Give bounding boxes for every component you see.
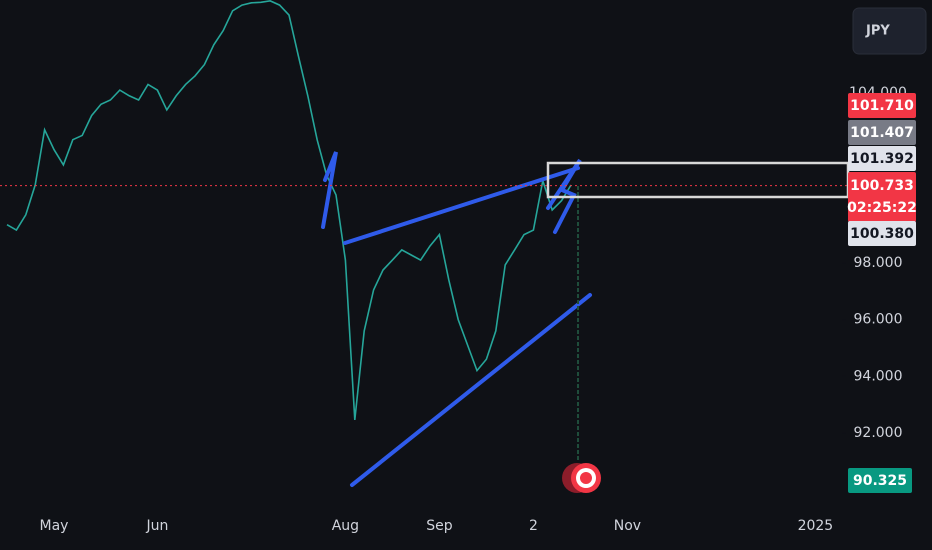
x-tick-label: Nov [614,518,641,534]
y-tick-label: 94.000 [854,368,903,384]
x-tick-label: May [40,518,69,534]
price-line-series [6,0,572,420]
flag [546,158,582,234]
plot [6,0,572,420]
currency-button[interactable] [852,7,927,55]
y-tick-label: 92.000 [854,425,903,441]
badge: 100.380 [850,226,914,242]
target-icon [562,463,601,493]
badge: 101.392 [850,151,914,167]
badge: 02:25:22 [847,200,917,216]
flag [321,151,338,229]
price-badges: 101.710 101.407 101.392 100.733 02:25:22… [847,93,917,493]
y-tick-label: 98.000 [854,255,903,271]
trendlines [321,151,592,487]
x-tick-label: Jun [145,518,168,534]
trendline [350,293,592,487]
x-tick-label: 2025 [798,518,834,534]
badge: 101.407 [850,125,914,141]
x-tick-label: Aug [332,518,359,534]
y-tick-label: 96.000 [854,312,903,328]
trendline [343,166,580,245]
badge: 100.733 [850,178,914,194]
currency-label: JPY [865,24,890,39]
badge: 90.325 [853,473,907,489]
x-tick-label: 2 [529,518,538,534]
x-tick-label: Sep [426,518,453,534]
badge: 101.710 [850,98,914,114]
